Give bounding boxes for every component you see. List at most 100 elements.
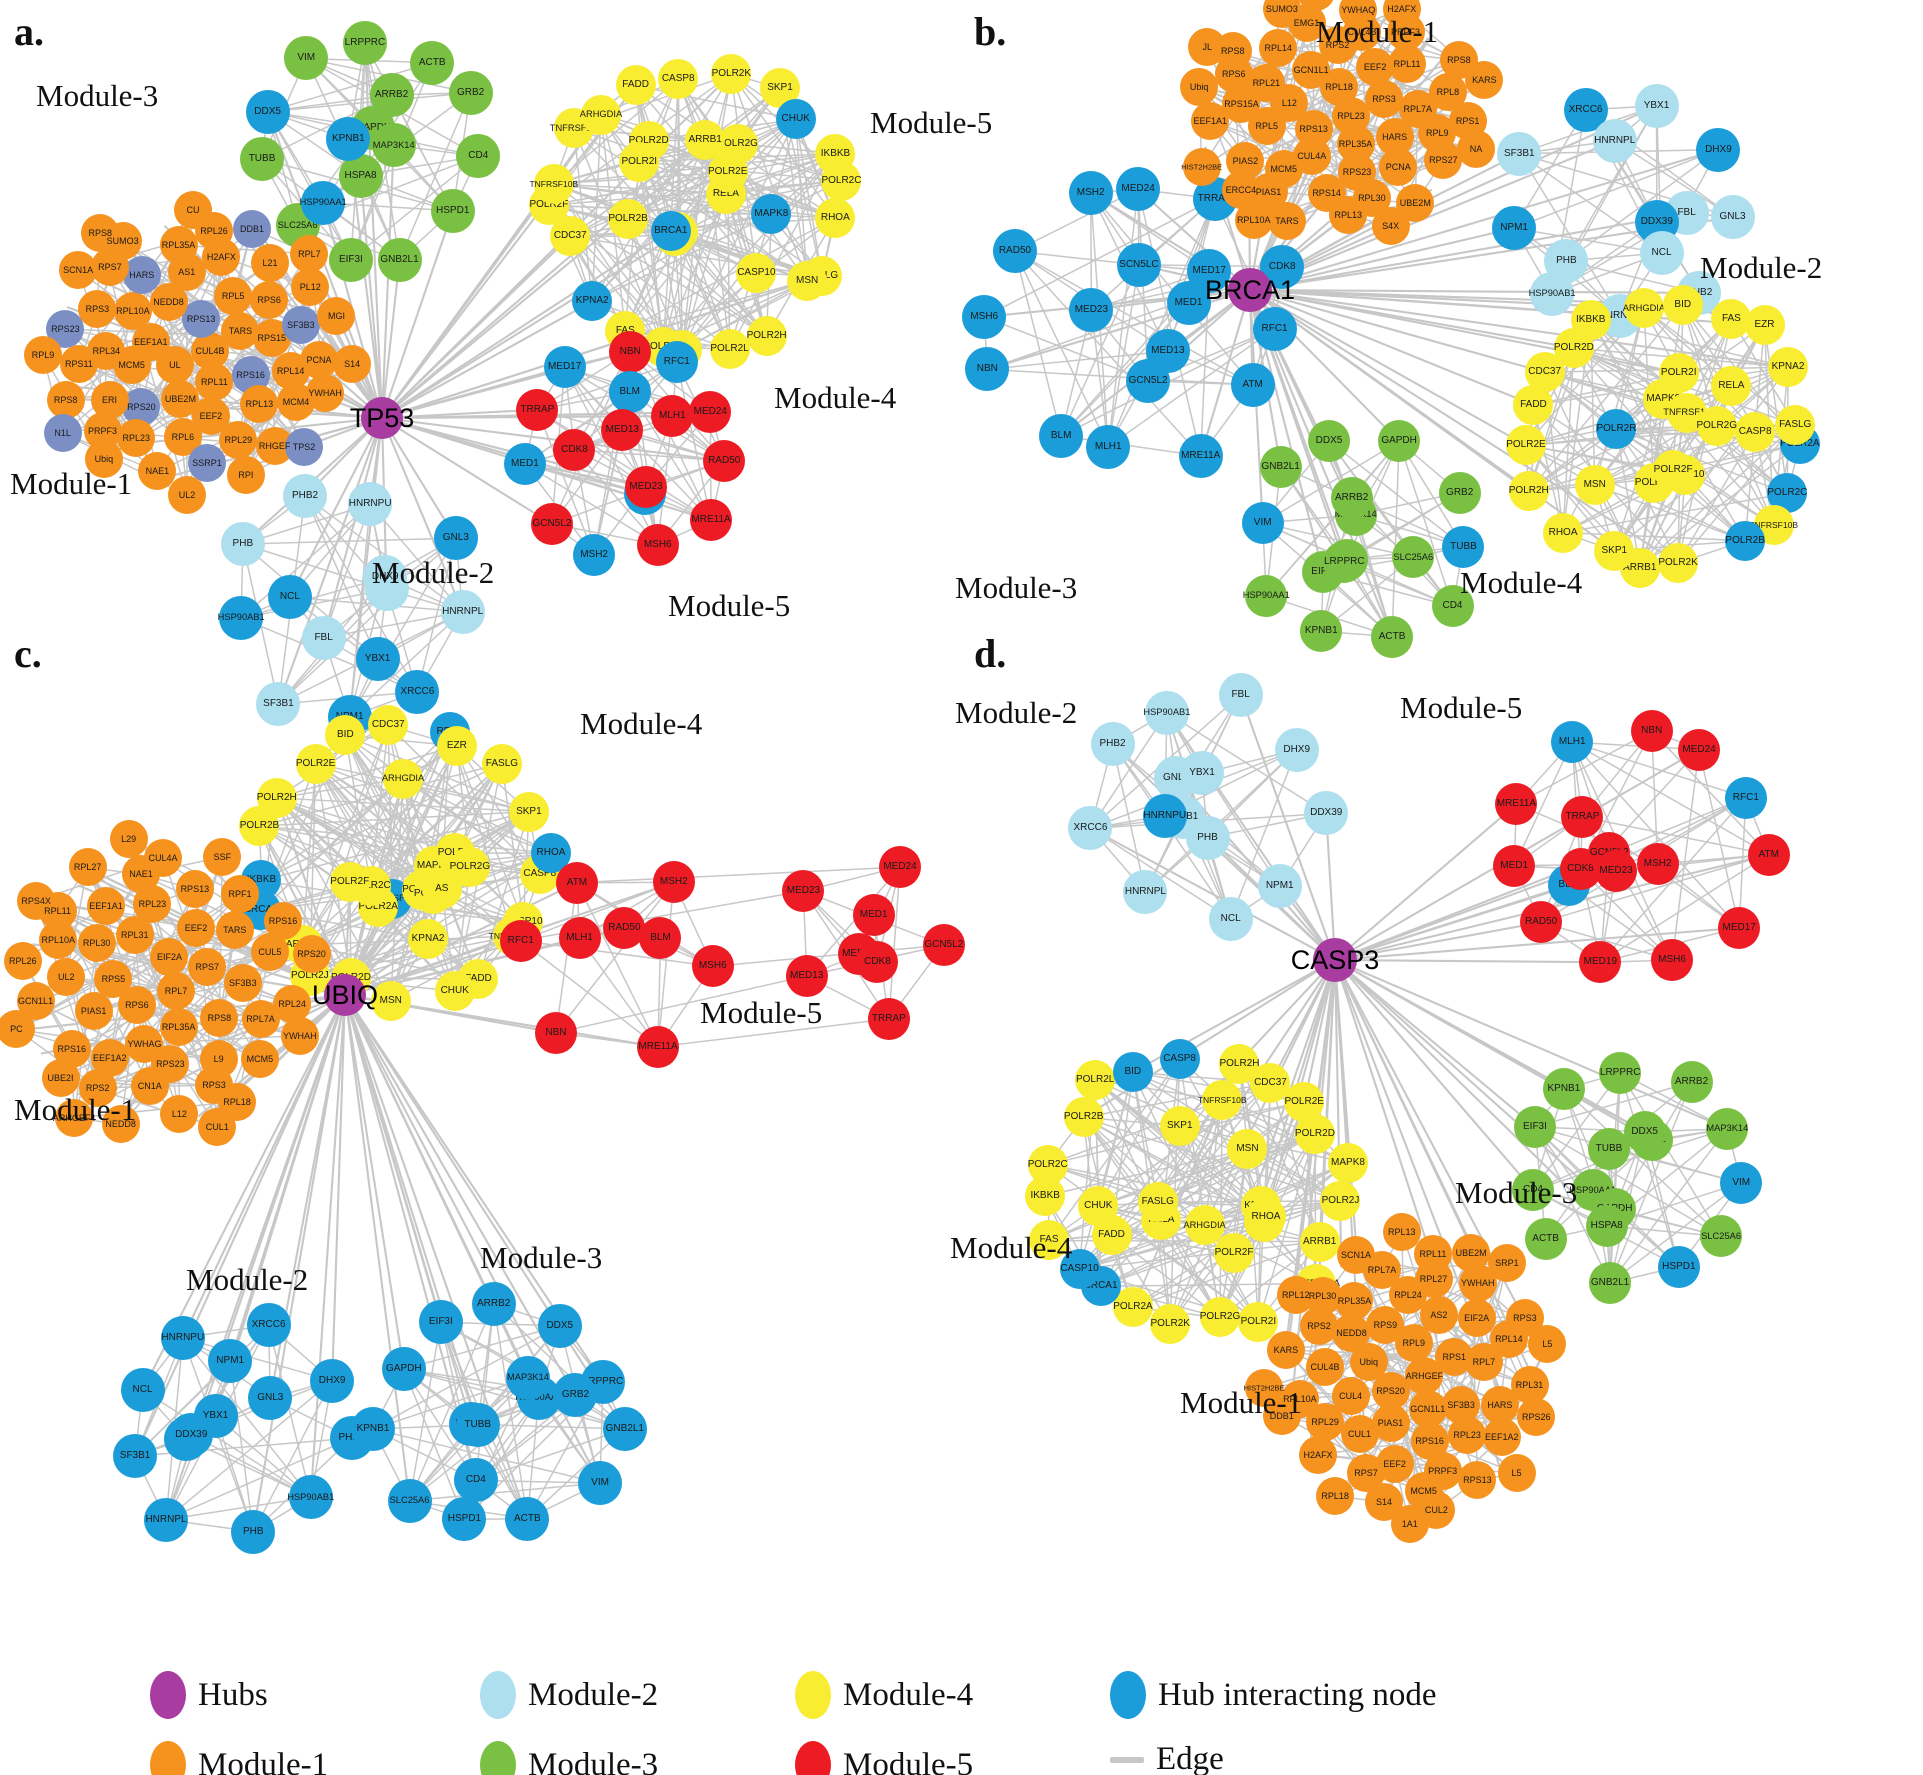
node-MRE11A[interactable]: MRE11A [637, 1025, 680, 1068]
module1-node[interactable] [215, 910, 254, 949]
node-MSN[interactable]: MSN [1227, 1128, 1268, 1169]
module1-node[interactable] [1245, 1368, 1284, 1407]
module1-node[interactable] [174, 191, 213, 230]
node-BID[interactable]: BID [1112, 1052, 1153, 1093]
module1-node[interactable] [214, 277, 253, 316]
module1-node[interactable] [175, 870, 214, 909]
node-RHOA[interactable]: RHOA [815, 197, 856, 238]
node-SLC25A6[interactable]: SLC25A6 [387, 1478, 432, 1523]
node-POLR2B[interactable]: POLR2B [608, 199, 649, 239]
node-RAD50[interactable]: RAD50 [703, 439, 746, 482]
node-KPNA2[interactable]: KPNA2 [1768, 347, 1808, 388]
node-GNB2L1[interactable]: GNB2L1 [602, 1406, 647, 1451]
module1-node[interactable] [264, 901, 303, 940]
node-AS[interactable]: AS [421, 868, 462, 909]
node-RAD50[interactable]: RAD50 [992, 229, 1037, 274]
node-ARRB1[interactable]: ARRB1 [1299, 1221, 1340, 1262]
module1-node[interactable] [1487, 1244, 1526, 1283]
node-NBN[interactable]: NBN [534, 1011, 577, 1054]
module1-node[interactable] [41, 1059, 80, 1098]
module1-node[interactable] [1458, 1461, 1497, 1500]
node-TUBB[interactable]: TUBB [455, 1402, 500, 1447]
node-POLR2H[interactable]: POLR2H [746, 315, 787, 356]
module1-node[interactable] [1316, 1476, 1355, 1515]
node-HNRNPL[interactable]: HNRNPL [144, 1497, 188, 1542]
node-BRCA1[interactable]: BRCA1 [650, 211, 691, 252]
module1-node[interactable] [223, 963, 262, 1002]
node-HSPD1[interactable]: HSPD1 [1657, 1245, 1700, 1288]
module1-node[interactable] [84, 439, 123, 478]
module1-node[interactable] [1448, 1416, 1487, 1455]
node-POLR2F[interactable]: POLR2F [1214, 1233, 1255, 1274]
node-MED24[interactable]: MED24 [689, 390, 732, 433]
node-MRE11A[interactable]: MRE11A [1178, 433, 1223, 478]
module1-node[interactable] [1457, 1298, 1496, 1337]
module1-node[interactable] [1182, 148, 1221, 187]
node-RFC1[interactable]: RFC1 [655, 341, 698, 384]
node-PHB[interactable]: PHB [220, 522, 265, 567]
node-LRPPRC[interactable]: LRPPRC [342, 21, 387, 66]
node-KPNB1[interactable]: KPNB1 [351, 1406, 395, 1451]
module1-node[interactable] [232, 209, 271, 248]
module1-node[interactable] [1234, 201, 1273, 240]
module1-node[interactable] [1335, 1282, 1374, 1321]
node-MED1[interactable]: MED1 [503, 442, 546, 485]
module1-node[interactable] [1497, 1454, 1536, 1493]
node-MED24[interactable]: MED24 [1678, 728, 1721, 771]
node-HSP90AA1[interactable]: HSP90AA1 [300, 180, 347, 225]
module1-node[interactable] [203, 837, 242, 876]
node-POLR2B[interactable]: POLR2B [1725, 520, 1766, 561]
module1-node[interactable] [77, 923, 116, 962]
node-MED17[interactable]: MED17 [1718, 906, 1761, 949]
module1-node[interactable] [285, 428, 324, 467]
node-SF3B1[interactable]: SF3B1 [113, 1434, 158, 1479]
module1-node[interactable] [1266, 1330, 1305, 1369]
node-FASLG[interactable]: FASLG [1137, 1182, 1178, 1223]
node-SKP1[interactable]: SKP1 [1594, 530, 1635, 571]
node-DHX9[interactable]: DHX9 [1696, 127, 1741, 172]
node-FASLG[interactable]: FASLG [1775, 404, 1816, 445]
node-TUBB[interactable]: TUBB [240, 137, 285, 182]
module1-node[interactable] [113, 291, 152, 330]
node-DDX5[interactable]: DDX5 [245, 89, 290, 134]
node-EIF3I[interactable]: EIF3I [418, 1300, 463, 1345]
node-MLH1[interactable]: MLH1 [558, 917, 601, 960]
module1-node[interactable] [17, 881, 56, 920]
module1-node[interactable] [1452, 1234, 1491, 1273]
hub-node-ubiq[interactable]: UBIQ [312, 974, 378, 1016]
module1-node[interactable] [188, 443, 226, 482]
module1-node[interactable] [1424, 141, 1463, 180]
module1-node[interactable] [86, 886, 125, 925]
node-MSH2[interactable]: MSH2 [652, 861, 695, 904]
node-HSP90AA1[interactable]: HSP90AA1 [1243, 574, 1290, 617]
node-RFC1[interactable]: RFC1 [499, 919, 542, 962]
node-MLH1[interactable]: MLH1 [1086, 424, 1131, 469]
module1-node[interactable] [1388, 44, 1427, 83]
node-FBL[interactable]: FBL [1218, 672, 1263, 717]
module1-node[interactable] [1457, 129, 1496, 168]
module1-node[interactable] [1510, 1365, 1549, 1404]
node-RHOA[interactable]: RHOA [1543, 512, 1584, 553]
node-ARRB2[interactable]: ARRB2 [1670, 1061, 1713, 1104]
module1-node[interactable] [78, 1068, 117, 1107]
module1-node[interactable] [1528, 1325, 1567, 1364]
node-POLR2D[interactable]: POLR2D [1294, 1113, 1335, 1154]
node-FADD[interactable]: FADD [615, 65, 656, 106]
node-MED23[interactable]: MED23 [1069, 287, 1114, 332]
module1-node[interactable] [78, 289, 117, 328]
node-CHUK[interactable]: CHUK [775, 99, 816, 140]
module1-node[interactable] [55, 1099, 94, 1138]
node-ATM[interactable]: ATM [1230, 362, 1275, 407]
module1-node[interactable] [101, 1105, 140, 1144]
module1-node[interactable] [156, 971, 195, 1010]
node-GNB2L1[interactable]: GNB2L1 [1589, 1261, 1632, 1304]
node-ARRB2[interactable]: ARRB2 [1330, 477, 1373, 520]
module1-node[interactable] [1191, 102, 1230, 141]
module1-node[interactable] [1419, 1296, 1458, 1335]
node-NCL[interactable]: NCL [120, 1368, 165, 1413]
module1-node[interactable] [1188, 28, 1227, 67]
module1-node[interactable] [306, 374, 345, 413]
node-POLR2K[interactable]: POLR2K [1658, 543, 1699, 584]
node-ARHGDIA[interactable]: ARHGDIA [1623, 288, 1665, 329]
node-MED23[interactable]: MED23 [625, 465, 668, 508]
